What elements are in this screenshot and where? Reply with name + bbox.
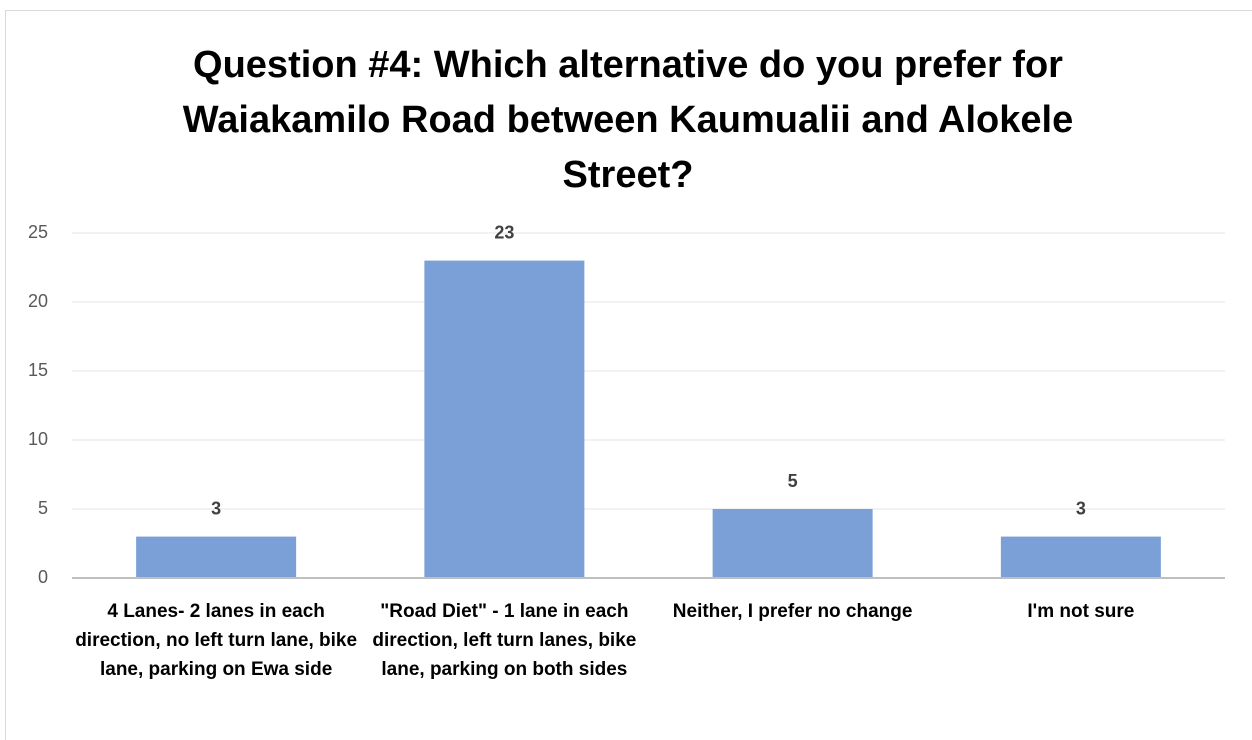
x-tick-label: "Road Diet" - 1 lane in each direction, …	[372, 601, 637, 680]
data-label: 3	[1076, 498, 1086, 518]
y-tick-label: 25	[28, 222, 48, 242]
bar	[136, 536, 297, 578]
chart-frame	[5, 10, 1252, 740]
bar	[712, 509, 873, 578]
x-tick-label: I'm not sure	[1027, 601, 1135, 622]
bar	[1000, 536, 1161, 578]
x-tick-label: Neither, I prefer no change	[672, 601, 913, 622]
y-tick-label: 15	[28, 360, 48, 380]
bar	[424, 260, 585, 578]
chart-title: Question #4: Which alternative do you pr…	[182, 44, 1074, 196]
y-tick-label: 5	[38, 498, 48, 518]
data-label: 3	[211, 498, 221, 518]
y-tick-label: 0	[38, 567, 48, 587]
x-tick-label: 4 Lanes- 2 lanes in each direction, no l…	[75, 601, 358, 680]
y-tick-label: 20	[28, 291, 48, 311]
data-label: 23	[494, 222, 514, 242]
data-label: 5	[788, 471, 798, 491]
y-tick-label: 10	[28, 429, 48, 449]
